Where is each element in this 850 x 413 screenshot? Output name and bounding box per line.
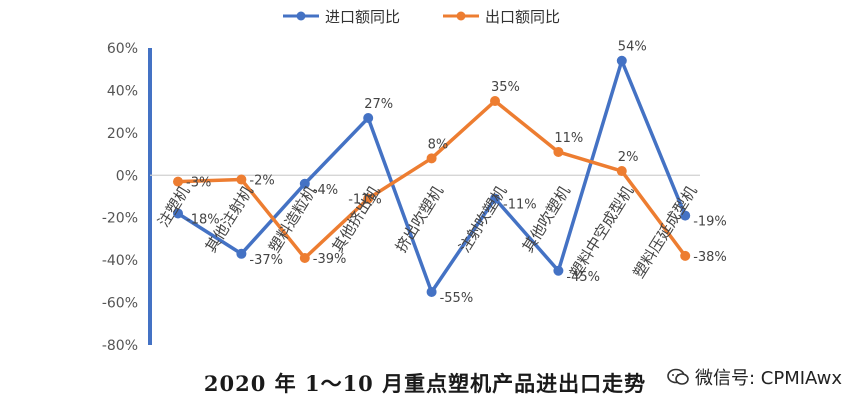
data-label: -19%	[693, 215, 727, 230]
watermark-text: 微信号: CPMIAwx	[694, 368, 842, 389]
data-label: 8%	[428, 137, 449, 152]
data-label: 54%	[618, 40, 647, 55]
y-tick-label: -60%	[102, 296, 138, 312]
data-label: 27%	[364, 97, 393, 112]
data-label: -3%	[186, 176, 211, 191]
category-label: 注射吹塑机	[455, 183, 510, 256]
data-point	[299, 253, 310, 264]
chart-title: 2020 年 1～10 月重点塑机产品进出口走势	[203, 371, 647, 396]
data-label: -37%	[249, 253, 283, 268]
y-tick-label: 40%	[107, 83, 138, 99]
data-point	[616, 166, 627, 177]
y-tick-label: 60%	[107, 41, 138, 57]
y-tick-label: -20%	[102, 211, 138, 227]
data-label: -11%	[348, 193, 382, 208]
data-label: -39%	[313, 252, 347, 267]
data-point	[490, 193, 500, 204]
data-point	[299, 178, 310, 189]
data-label: -38%	[693, 250, 727, 265]
data-label: 2%	[618, 150, 639, 165]
data-point	[490, 96, 500, 107]
watermark: 微信号: CPMIAwx	[667, 364, 842, 390]
category-label: 挤出吹塑机	[392, 183, 447, 256]
y-tick-label: 0%	[116, 168, 138, 184]
data-point	[363, 193, 374, 204]
data-label: -4%	[313, 183, 338, 198]
data-label: -11%	[503, 198, 537, 213]
category-label: 塑料中空成型机	[566, 183, 637, 282]
legend-marker	[456, 11, 466, 21]
data-point	[236, 174, 247, 185]
wechat-icon	[667, 368, 689, 385]
legend-label: 进口额同比	[325, 8, 400, 26]
data-point	[236, 248, 247, 259]
data-label: -55%	[440, 291, 474, 306]
data-label: -18%	[186, 212, 220, 227]
data-point	[553, 146, 564, 157]
y-tick-label: -80%	[102, 338, 138, 354]
data-point	[426, 286, 437, 297]
data-label: -45%	[566, 270, 600, 285]
y-tick-label: -40%	[102, 253, 138, 269]
data-label: 35%	[491, 80, 520, 95]
data-point	[426, 153, 437, 164]
data-point	[553, 265, 564, 276]
data-label: -2%	[249, 174, 274, 189]
y-tick-label: 20%	[107, 126, 138, 142]
data-point	[616, 55, 627, 66]
data-point	[680, 250, 691, 261]
legend-marker	[296, 11, 306, 21]
data-point	[173, 208, 183, 219]
data-point	[363, 113, 374, 124]
data-point	[680, 210, 691, 221]
data-label: 11%	[554, 131, 583, 146]
legend-label: 出口额同比	[485, 8, 560, 26]
data-point	[173, 176, 183, 187]
